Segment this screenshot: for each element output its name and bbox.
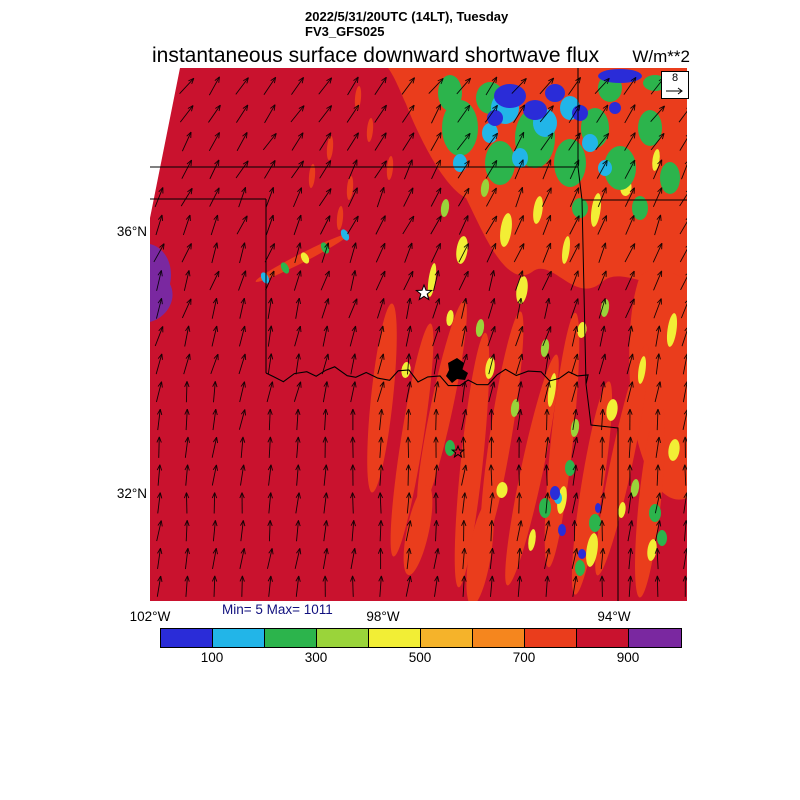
valid-time-label: 2022/5/31/20UTC (14LT), Tuesday bbox=[305, 9, 509, 24]
colorbar-tick-label: 500 bbox=[408, 650, 432, 665]
flux-field-layer bbox=[150, 68, 687, 601]
colorbar-segment bbox=[577, 629, 629, 647]
wind-reference-value: 8 bbox=[671, 72, 679, 84]
colorbar-segment bbox=[265, 629, 317, 647]
colorbar bbox=[160, 628, 682, 648]
lon-tick-label: 98°W bbox=[366, 609, 400, 624]
colorbar-segment bbox=[317, 629, 369, 647]
colorbar-tick-label: 300 bbox=[304, 650, 328, 665]
colorbar-segment bbox=[369, 629, 421, 647]
colorbar-tick-label: 900 bbox=[616, 650, 640, 665]
min-max-label: Min= 5 Max= 1011 bbox=[222, 602, 333, 617]
lake-marker bbox=[446, 358, 468, 383]
river-border bbox=[265, 366, 589, 387]
colorbar-segment bbox=[525, 629, 577, 647]
plot-title: instantaneous surface downward shortwave… bbox=[152, 44, 600, 67]
star-marker bbox=[450, 444, 466, 459]
star-marker bbox=[415, 283, 433, 301]
plot-header: 2022/5/31/20UTC (14LT), Tuesday FV3_GFS0… bbox=[305, 9, 508, 39]
shortwave-flux-map bbox=[150, 68, 687, 601]
lon-tick-label: 102°W bbox=[129, 609, 171, 624]
colorbar-segment bbox=[629, 629, 681, 647]
colorbar-tick-label: 100 bbox=[200, 650, 224, 665]
colorbar-tick-label: 700 bbox=[512, 650, 536, 665]
state-borders bbox=[150, 68, 687, 601]
wind-reference-box: 8 bbox=[661, 71, 689, 99]
lat-tick-label: 36°N bbox=[116, 224, 147, 239]
wind-vectors-layer bbox=[153, 76, 687, 597]
wind-reference-arrow-icon bbox=[666, 87, 683, 95]
colorbar-segment bbox=[161, 629, 213, 647]
colorbar-segment bbox=[213, 629, 265, 647]
units-label: W/m**2 bbox=[632, 47, 690, 66]
model-name-label: FV3_GFS025 bbox=[305, 24, 385, 39]
colorbar-segment bbox=[473, 629, 525, 647]
colorbar-segment bbox=[421, 629, 473, 647]
lat-tick-label: 32°N bbox=[116, 486, 147, 501]
lon-tick-label: 94°W bbox=[597, 609, 631, 624]
